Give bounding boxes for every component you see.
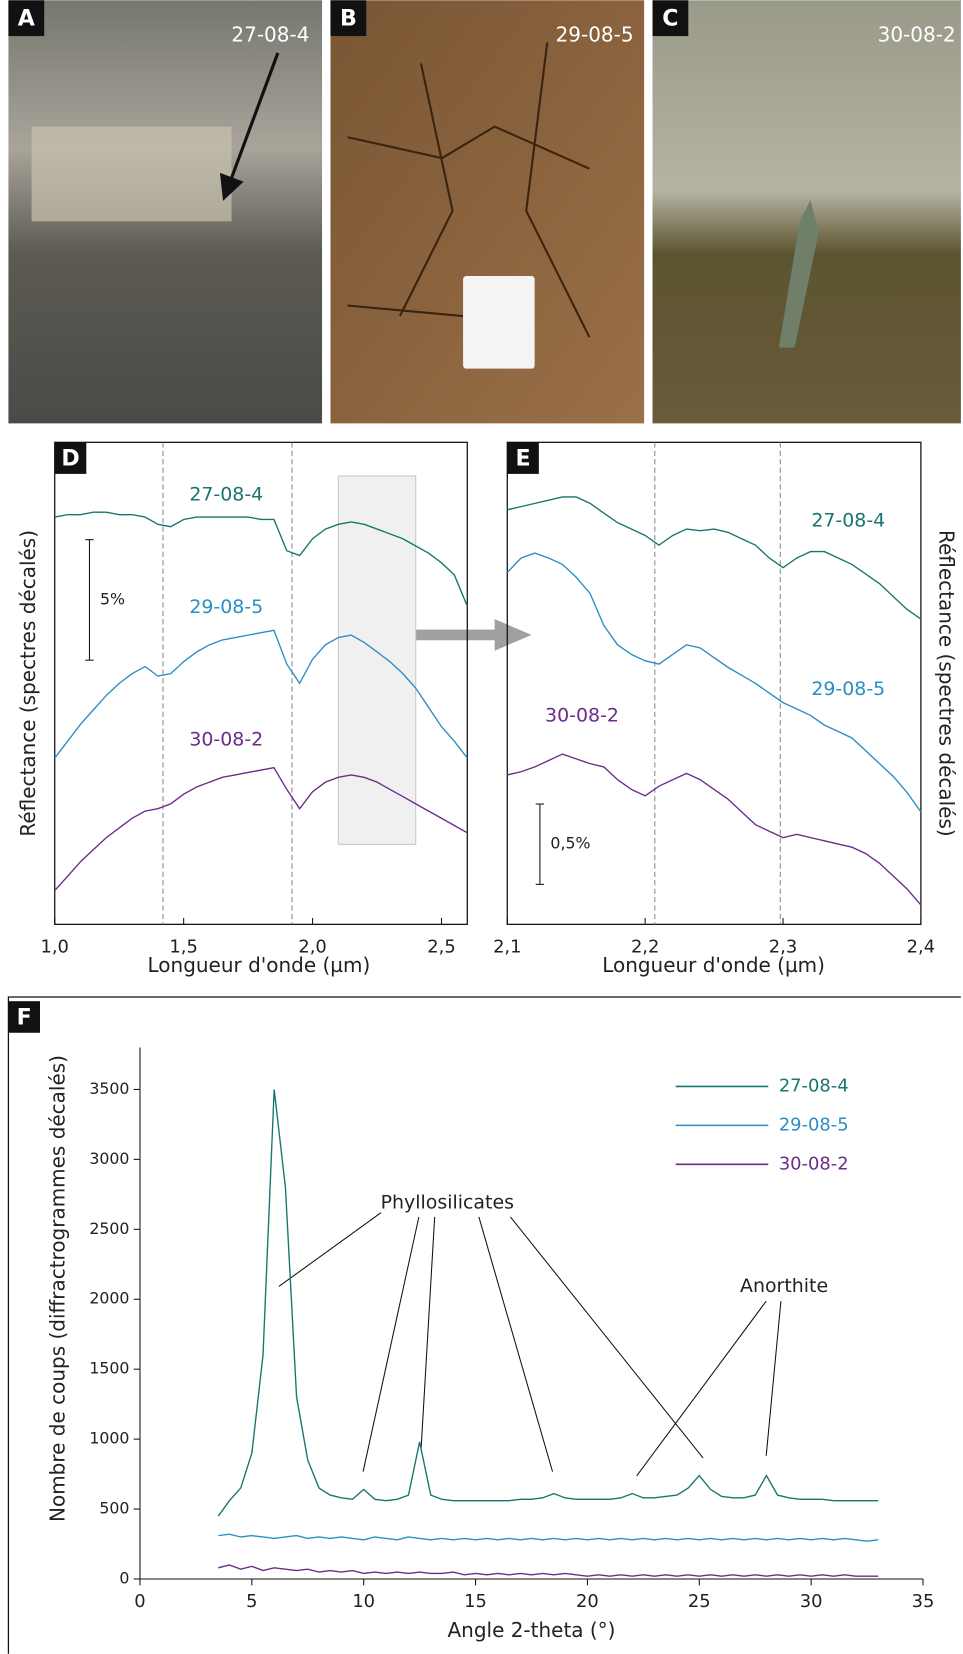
- x-tick-label: 35: [912, 1591, 935, 1612]
- panel-letter: D: [61, 446, 79, 472]
- series-label: 27-08-4: [811, 510, 885, 532]
- leader-line: [420, 1216, 436, 1451]
- letter-box: [652, 0, 689, 37]
- photo-letter: A: [18, 6, 35, 32]
- x-tick-label: 5: [246, 1591, 257, 1612]
- x-tick-label: 20: [576, 1591, 599, 1612]
- x-tick-label: 15: [464, 1591, 487, 1612]
- series-line: [217, 1089, 879, 1517]
- arrow: [219, 52, 280, 201]
- plot-frame: [506, 441, 922, 925]
- leader-line: [510, 1216, 704, 1459]
- zoom-arrow: [405, 619, 532, 651]
- series-label: 29-08-5: [189, 596, 263, 618]
- series-line: [54, 511, 468, 607]
- photo-label: 27-08-4: [231, 23, 309, 47]
- leader-line: [362, 1216, 420, 1472]
- series-line: [507, 496, 922, 620]
- series-label: 30-08-2: [189, 729, 263, 751]
- leader-line: [636, 1300, 767, 1477]
- sediment-layer: [31, 126, 232, 222]
- photo-b: B 29-08-5: [330, 0, 645, 424]
- photo-label: 29-08-5: [556, 23, 634, 47]
- legend-label: 27-08-4: [779, 1075, 849, 1096]
- x-axis-label: Angle 2-theta (°): [448, 1618, 616, 1642]
- series-label: 29-08-5: [811, 678, 885, 700]
- photo-letter: C: [662, 6, 678, 32]
- photo-a: A 27-08-4: [8, 0, 323, 424]
- chart-panel: 2,1 2,2 2,3 2,4 0,5% 27-08-4 29-08-5 30-08-2 E Lo…: [493, 441, 959, 977]
- series-line: [54, 766, 468, 892]
- annotation: Phyllosilicates: [381, 1192, 514, 1214]
- y-tick-label: 500: [99, 1499, 129, 1518]
- x-tick-label: 0: [134, 1591, 145, 1612]
- x-tick-label: 2,4: [907, 937, 935, 958]
- annotation: Anorthite: [740, 1275, 828, 1297]
- leader-line: [478, 1216, 554, 1472]
- series-line: [507, 753, 922, 906]
- series-line: [218, 1564, 879, 1577]
- x-tick-label: 1,5: [169, 937, 197, 958]
- y-axis-label: Nombre de coups (diffractrogrammes décal…: [45, 1055, 69, 1522]
- panel-letter: E: [516, 446, 531, 472]
- panel-letter-box: [8, 1001, 40, 1033]
- notebook: [463, 276, 535, 369]
- leader-line: [278, 1212, 382, 1287]
- y-tick-label: 3500: [89, 1079, 129, 1098]
- panel-letter: F: [17, 1005, 32, 1031]
- photo-letter: B: [340, 6, 357, 32]
- series-label: 30-08-2: [545, 704, 619, 726]
- chart-panel: 1,0 1,5 2,0 2,5 5% 27-08-4 29-08-5 30-08-2 D Long…: [16, 441, 468, 977]
- panel-frame: [7, 996, 961, 1654]
- series-label: 27-08-4: [189, 483, 263, 505]
- x-tick-label: 25: [688, 1591, 711, 1612]
- legend-label: 29-08-5: [779, 1114, 849, 1135]
- x-axis-label: Longueur d'onde (µm): [602, 953, 825, 977]
- tool: [778, 200, 819, 348]
- x-tick-label: 2,5: [427, 937, 455, 958]
- photo-c: C 30-08-2: [652, 0, 961, 424]
- x-tick-label: 10: [352, 1591, 375, 1612]
- x-tick-label: 30: [800, 1591, 823, 1612]
- series-line: [54, 629, 468, 759]
- x-tick-label: 2,1: [493, 937, 521, 958]
- y-tick-label: 0: [119, 1568, 129, 1587]
- cracks: [347, 42, 591, 338]
- y-tick-label: 2000: [89, 1289, 129, 1308]
- plot-frame: [54, 441, 468, 925]
- letter-box: [8, 0, 45, 37]
- leader-lines: [278, 1212, 782, 1477]
- letter-box: [330, 0, 367, 37]
- panel-letter-box: [54, 442, 87, 474]
- series-line: [218, 1533, 879, 1542]
- x-tick-label: 2,0: [298, 937, 326, 958]
- photo-label: 30-08-2: [878, 23, 956, 47]
- x-tick-label: 1,0: [41, 937, 69, 958]
- y-tick-label: 1000: [89, 1429, 129, 1448]
- leader-line: [765, 1301, 782, 1456]
- y-axis-label: Réflectance (spectres décalés): [935, 530, 959, 837]
- x-tick-label: 2,2: [631, 937, 659, 958]
- scale-bar-label: 0,5%: [550, 834, 590, 853]
- x-tick-label: 2,3: [769, 937, 797, 958]
- legend-label: 30-08-2: [779, 1153, 849, 1174]
- x-axis-label: Longueur d'onde (µm): [148, 953, 371, 977]
- panel-letter-box: [507, 442, 539, 474]
- y-tick-label: 2500: [89, 1219, 129, 1238]
- y-tick-label: 3000: [89, 1149, 129, 1168]
- y-axis-label: Réflectance (spectres décalés): [16, 530, 40, 837]
- y-tick-label: 1500: [89, 1359, 129, 1378]
- chart-panel: 0 5 10 15 20 25 30 35 0 500 1000 1500 2000 2500 3000 35…: [8, 1001, 934, 1642]
- series-line: [506, 552, 922, 813]
- highlight-box: [337, 475, 417, 845]
- scale-bar-label: 5%: [100, 589, 125, 608]
